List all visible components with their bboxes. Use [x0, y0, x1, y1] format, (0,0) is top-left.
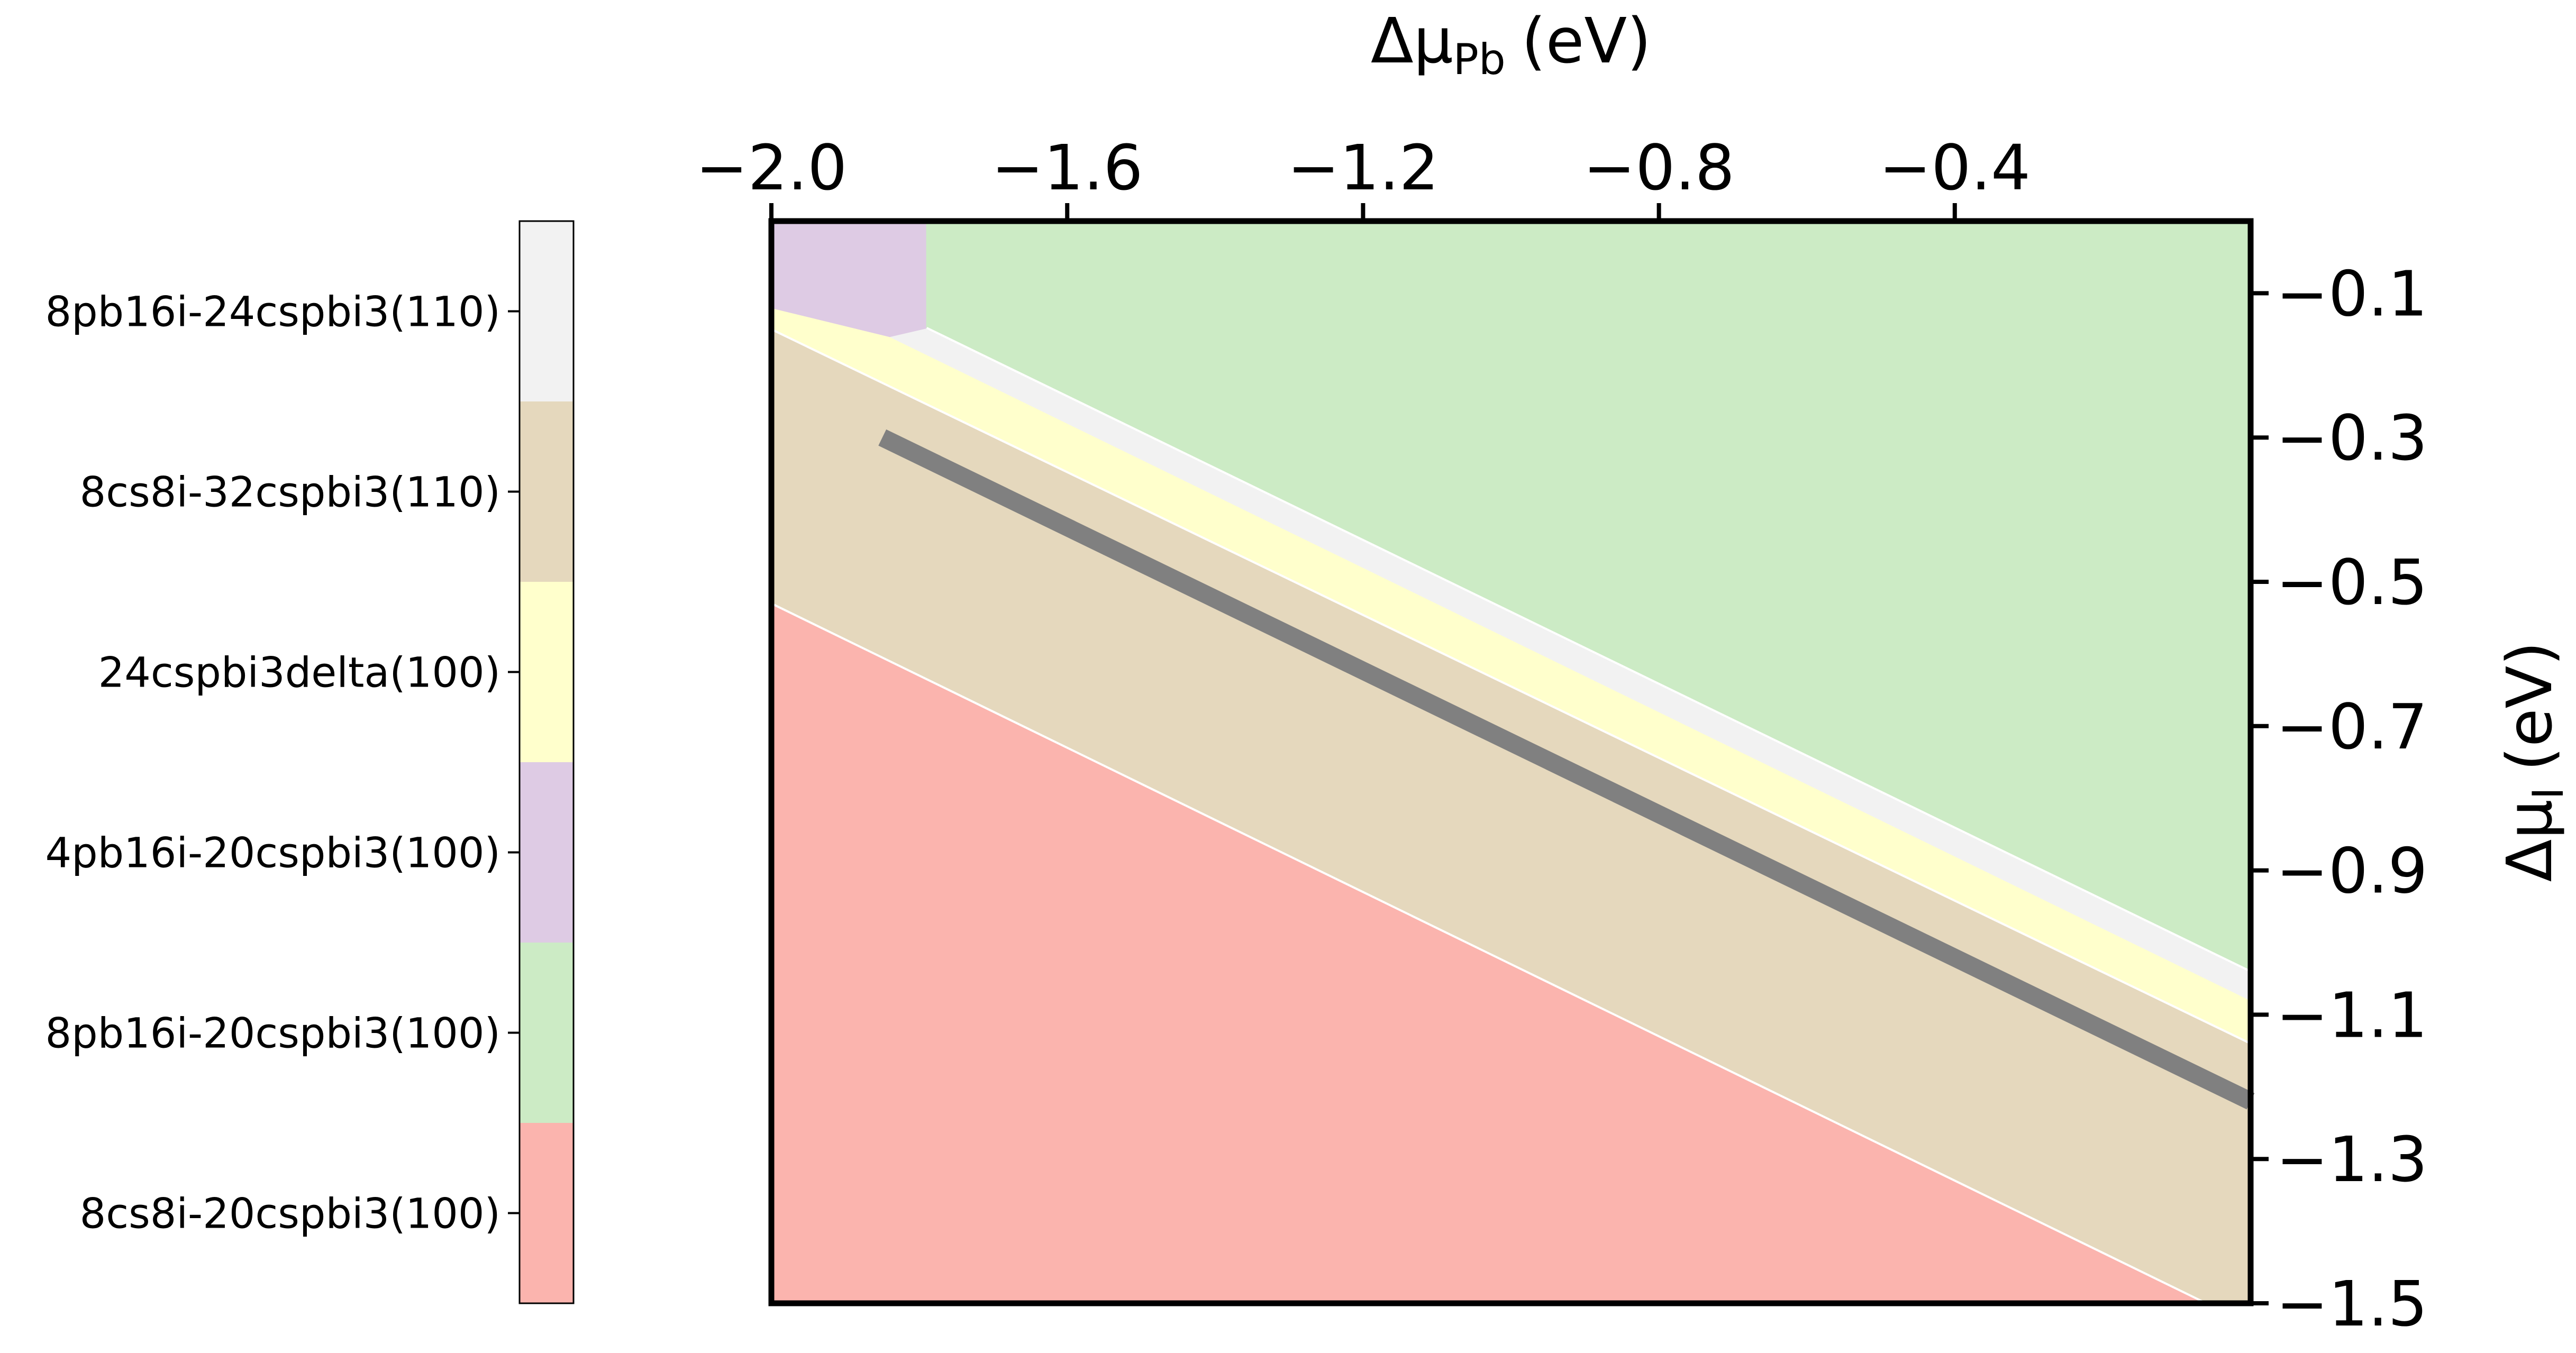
colorbar-label: 8pb16i-20cspbi3(100): [45, 1010, 500, 1058]
y-axis: −0.1 −0.3 −0.5 −0.7 −0.9 −1.1 −1.3 −1.5 ΔμI(eV): [2251, 257, 2573, 1340]
region-boundary: [926, 327, 2251, 973]
plot-frame: [768, 218, 2254, 1306]
colorbar-label: 4pb16i-20cspbi3(100): [45, 830, 500, 877]
y-tick-label: −1.5: [2276, 1267, 2428, 1340]
colorbar: 8pb16i-24cspbi3(110) 8cs8i-32cspbi3(110) 2…: [45, 220, 575, 1304]
x-tick-label: −0.4: [1879, 131, 2031, 204]
colorbar-swatch: [520, 1123, 574, 1304]
y-tick-label: −0.5: [2276, 546, 2428, 619]
x-axis: −2.0 −1.6 −1.2 −0.8 −0.4 ΔμPb (eV): [696, 4, 2031, 221]
colorbar-swatch: [520, 762, 574, 943]
x-tick-label: −1.6: [991, 131, 1143, 204]
x-tick-label: −0.8: [1583, 131, 1735, 204]
y-tick-label: −0.7: [2276, 690, 2428, 763]
x-tick-label: −2.0: [696, 131, 848, 204]
x-axis-label: ΔμPb (eV): [1371, 4, 1651, 84]
colorbar-label: 8pb16i-24cspbi3(110): [45, 289, 500, 336]
y-tick-label: −0.9: [2276, 835, 2428, 908]
y-tick-label: −0.3: [2276, 401, 2428, 474]
colorbar-swatch: [520, 943, 574, 1123]
y-axis-label: ΔμI(eV): [2493, 642, 2573, 882]
y-tick-label: −1.1: [2276, 979, 2428, 1052]
colorbar-label: 8cs8i-32cspbi3(110): [80, 469, 500, 517]
y-tick-label: −1.3: [2276, 1123, 2428, 1196]
colorbar-label: 8cs8i-20cspbi3(100): [80, 1191, 500, 1238]
stability-line: [878, 429, 2255, 1110]
region-boundary: [771, 328, 2251, 1045]
x-tick-label: −1.2: [1287, 131, 1439, 204]
plot-area: [768, 218, 2255, 1306]
region-boundary: [771, 602, 2207, 1304]
colorbar-swatch: [520, 221, 574, 402]
y-tick-label: −0.1: [2276, 257, 2428, 330]
colorbar-swatch: [520, 582, 574, 763]
colorbar-frame: [518, 220, 575, 1304]
colorbar-swatch: [520, 401, 574, 582]
colorbar-label: 24cspbi3delta(100): [98, 650, 500, 697]
